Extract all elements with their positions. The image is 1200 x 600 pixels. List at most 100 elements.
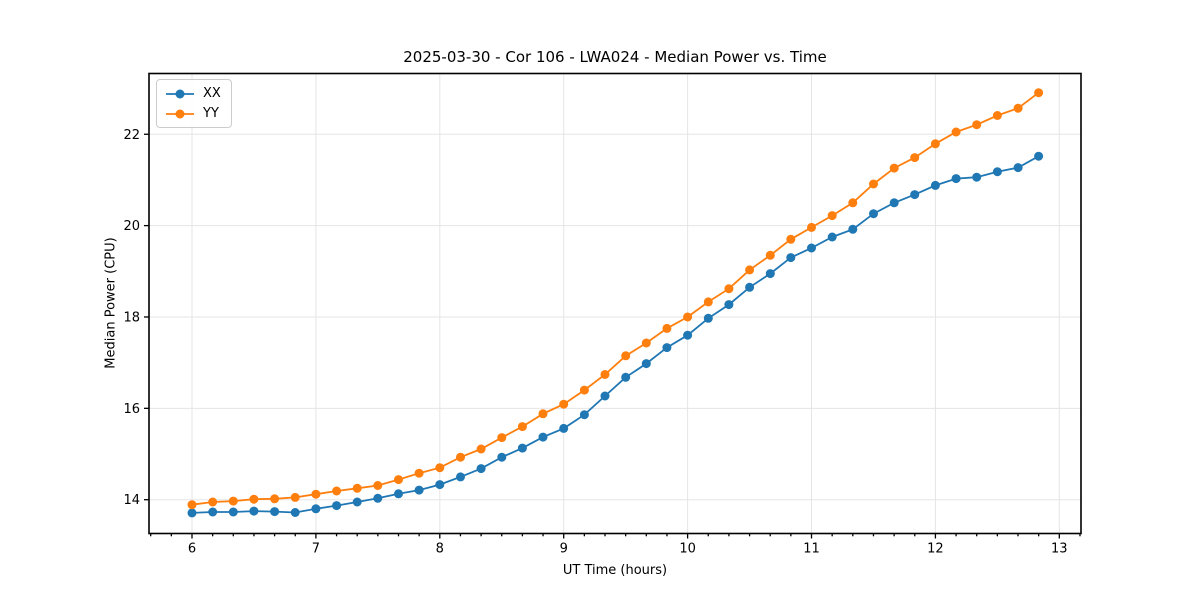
data-point-xx: [600, 391, 610, 401]
tick-labels: 6 7 8 9 10 11 12 13 14 16 18 20 22: [123, 128, 1067, 557]
data-point-xx: [807, 243, 816, 253]
data-point-xx: [290, 508, 300, 517]
data-point-yy: [992, 111, 1002, 120]
data-point-yy: [373, 481, 383, 490]
legend-label-yy: YY: [203, 106, 219, 121]
series-yy: [187, 88, 1044, 510]
data-point-xx: [910, 190, 920, 200]
data-point-xx: [992, 167, 1002, 177]
data-point-xx: [848, 224, 858, 234]
data-point-xx: [662, 343, 672, 353]
data-point-yy: [765, 250, 775, 260]
legend-line-marker-xx: [166, 89, 194, 98]
axis-ticks: [144, 133, 1081, 539]
data-point-yy: [270, 494, 280, 504]
x-tick-label: 8: [436, 542, 444, 557]
legend-line-marker-yy: [166, 109, 194, 118]
y-tick-label: 20: [123, 219, 140, 234]
data-point-yy: [476, 444, 486, 454]
x-tick-label: 10: [679, 542, 696, 557]
y-tick-label: 16: [123, 402, 140, 417]
series-xx: [187, 151, 1044, 518]
chart-title: 2025-03-30 - Cor 106 - LWA024 - Median P…: [403, 48, 827, 66]
data-point-xx: [311, 504, 321, 514]
data-point-yy: [641, 338, 651, 348]
y-axis-title: Median Power (CPU): [103, 237, 119, 369]
data-point-xx: [1034, 151, 1044, 161]
data-point-yy: [352, 483, 362, 493]
data-point-xx: [187, 508, 197, 518]
data-point-xx: [332, 501, 342, 511]
legend-item-yy: YY: [165, 105, 221, 122]
data-point-xx: [951, 174, 961, 184]
legend: XX YY: [156, 79, 232, 128]
data-point-yy: [517, 422, 527, 432]
data-point-xx: [930, 180, 940, 190]
data-point-yy: [208, 497, 218, 507]
data-point-yy: [538, 409, 548, 419]
data-point-xx: [786, 253, 796, 263]
data-point-xx: [765, 269, 775, 279]
data-point-xx: [538, 432, 548, 442]
data-point-yy: [930, 139, 940, 149]
data-point-yy: [786, 234, 796, 244]
x-tick-label: 12: [927, 542, 944, 557]
data-point-xx: [724, 300, 734, 310]
data-point-yy: [435, 463, 445, 473]
legend-label-xx: XX: [203, 86, 221, 101]
data-point-xx: [827, 232, 837, 242]
x-axis-title: UT Time (hours): [562, 563, 668, 578]
data-point-yy: [249, 494, 259, 504]
data-point-yy: [621, 351, 631, 361]
data-point-yy: [394, 475, 403, 485]
series-xx-line: [191, 155, 1040, 514]
data-point-yy: [889, 163, 899, 173]
x-tick-label: 6: [188, 542, 196, 557]
data-point-yy: [1013, 103, 1023, 113]
legend-item-xx: XX: [165, 85, 221, 102]
data-point-xx: [559, 423, 569, 433]
data-point-yy: [332, 486, 342, 496]
data-point-yy: [559, 399, 569, 409]
data-point-xx: [249, 506, 259, 516]
data-point-xx: [394, 489, 403, 499]
gridlines: [149, 73, 1081, 534]
data-point-xx: [745, 282, 755, 292]
data-point-xx: [435, 480, 445, 490]
data-point-xx: [641, 359, 651, 369]
data-point-yy: [228, 496, 238, 506]
data-point-yy: [456, 452, 465, 462]
data-point-xx: [579, 410, 589, 420]
data-point-xx: [270, 507, 280, 517]
y-tick-label: 22: [123, 128, 140, 143]
y-tick-label: 14: [123, 493, 140, 508]
data-point-xx: [889, 198, 899, 208]
x-tick-label: 7: [312, 542, 320, 557]
data-point-yy: [827, 211, 837, 221]
data-point-xx: [497, 452, 507, 462]
data-point-xx: [414, 485, 424, 495]
data-point-yy: [703, 297, 713, 307]
data-point-yy: [745, 265, 755, 275]
data-point-xx: [476, 464, 486, 474]
data-point-yy: [972, 120, 982, 130]
data-point-xx: [517, 443, 527, 453]
data-point-yy: [910, 153, 920, 163]
data-point-yy: [807, 222, 816, 232]
data-point-yy: [848, 198, 858, 208]
data-point-xx: [208, 507, 218, 517]
x-tick-label: 11: [803, 542, 820, 557]
data-point-yy: [1034, 88, 1044, 98]
data-point-yy: [600, 370, 610, 379]
data-point-xx: [1013, 163, 1023, 173]
data-point-xx: [228, 507, 238, 517]
data-point-xx: [456, 472, 465, 482]
data-point-xx: [621, 372, 631, 382]
data-point-xx: [972, 172, 982, 182]
data-point-yy: [951, 127, 961, 137]
data-point-xx: [352, 497, 362, 507]
data-point-yy: [497, 433, 507, 443]
data-point-xx: [373, 493, 383, 503]
